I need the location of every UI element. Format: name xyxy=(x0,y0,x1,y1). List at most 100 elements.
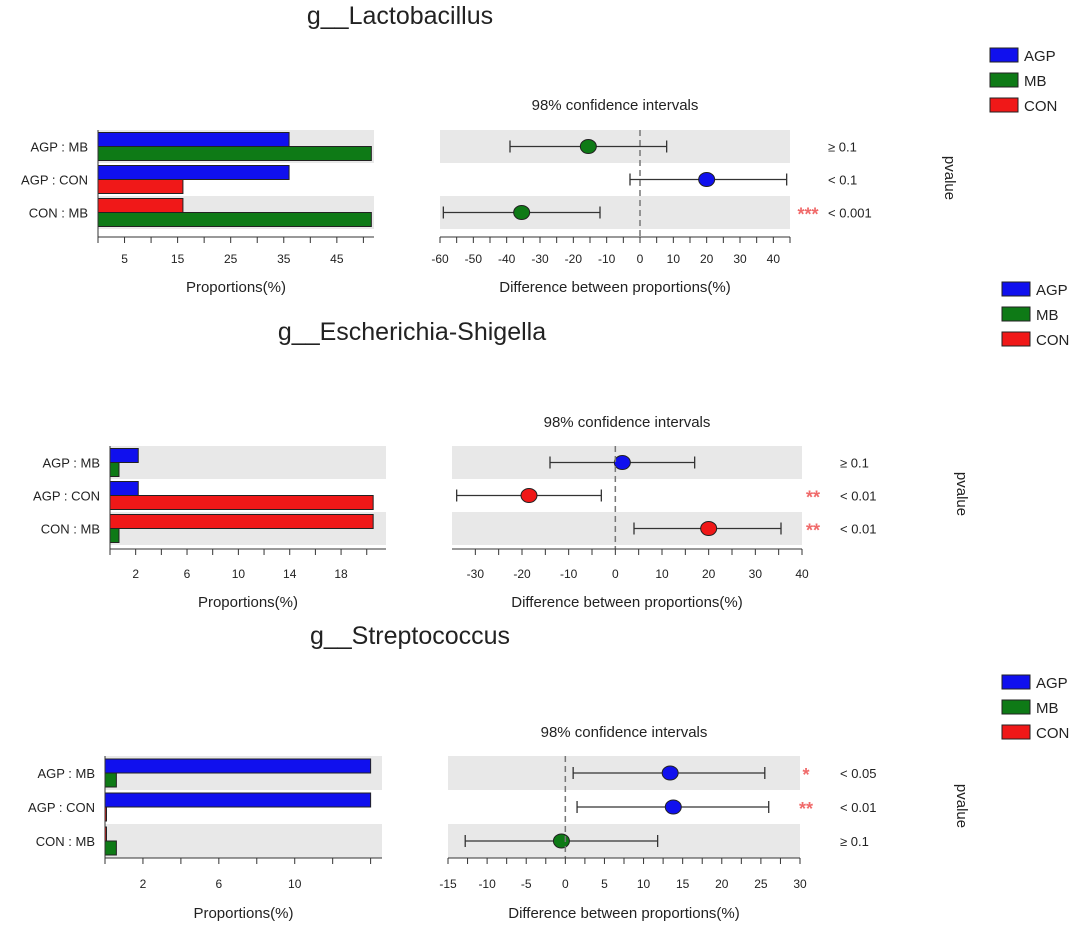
legend-label-mb: MB xyxy=(1036,700,1059,717)
bar-mb xyxy=(97,212,372,227)
legend-label-con: CON xyxy=(1024,98,1057,115)
ci-x-tick-label: -50 xyxy=(465,252,483,266)
significance-stars: ** xyxy=(799,799,813,819)
bar-agp xyxy=(109,448,139,463)
legend-swatch-con xyxy=(1001,724,1031,740)
comparison-label: CON : MB xyxy=(29,206,88,221)
ci-point xyxy=(520,488,538,503)
bar-con xyxy=(97,198,184,213)
bar-mb xyxy=(104,840,117,856)
ci-point xyxy=(613,455,631,470)
bar-x-tick-label: 45 xyxy=(330,252,344,266)
pvalue-text: ≥ 0.1 xyxy=(840,834,869,849)
ci-x-tick-label: 15 xyxy=(676,877,690,891)
chart-title: g__Escherichia-Shigella xyxy=(278,318,546,346)
chart-title: g__Lactobacillus xyxy=(307,2,493,30)
bar-x-tick-label: 15 xyxy=(171,252,185,266)
bar-x-tick-label: 2 xyxy=(140,877,147,891)
ci-x-tick-label: 30 xyxy=(749,567,763,581)
ci-point xyxy=(513,205,531,220)
bar-x-tick-label: 10 xyxy=(288,877,302,891)
significance-stars: *** xyxy=(797,205,818,225)
bar-row-band xyxy=(110,446,386,479)
bar-mb xyxy=(109,528,120,543)
ci-title: 98% confidence intervals xyxy=(544,414,711,431)
legend-swatch-mb xyxy=(989,72,1019,88)
ci-title: 98% confidence intervals xyxy=(541,724,708,741)
bar-x-axis-label: Proportions(%) xyxy=(186,279,286,296)
ci-x-tick-label: -10 xyxy=(598,252,616,266)
bar-x-tick-label: 6 xyxy=(184,567,191,581)
pvalue-text: < 0.01 xyxy=(840,800,877,815)
pvalue-text: < 0.05 xyxy=(840,766,877,781)
comparison-label: AGP : MB xyxy=(30,140,88,155)
bar-agp xyxy=(104,792,372,808)
ci-point xyxy=(700,521,718,536)
legend-swatch-mb xyxy=(1001,306,1031,322)
pvalue-text: < 0.1 xyxy=(828,173,857,188)
comparison-label: AGP : MB xyxy=(42,456,100,471)
significance-stars: ** xyxy=(806,521,820,541)
bar-x-tick-label: 18 xyxy=(334,567,348,581)
ci-x-tick-label: 20 xyxy=(702,567,716,581)
ci-x-tick-label: 30 xyxy=(733,252,747,266)
ci-x-tick-label: 0 xyxy=(637,252,644,266)
chart-title: g__Streptococcus xyxy=(310,622,510,650)
pvalue-text: < 0.01 xyxy=(840,489,877,504)
bar-mb xyxy=(109,462,120,477)
chart-panel-1: g__Lactobacillus AGP MB CON 98% confidence i… xyxy=(21,2,1057,296)
ci-x-tick-label: 30 xyxy=(793,877,807,891)
legend-label-agp: AGP xyxy=(1036,282,1068,299)
bar-x-tick-label: 5 xyxy=(121,252,128,266)
ci-point xyxy=(664,799,682,815)
significance-stars: * xyxy=(802,765,809,785)
comparison-label: AGP : MB xyxy=(37,766,95,781)
pvalue-axis-label: pvalue xyxy=(953,784,970,828)
legend-swatch-mb xyxy=(1001,699,1031,715)
ci-x-tick-label: -10 xyxy=(560,567,578,581)
ci-x-axis-label: Difference between proportions(%) xyxy=(508,905,740,922)
legend-label-mb: MB xyxy=(1024,73,1047,90)
bar-agp xyxy=(97,132,290,147)
legend-label-agp: AGP xyxy=(1024,48,1056,65)
ci-x-tick-label: 10 xyxy=(667,252,681,266)
legend-label-mb: MB xyxy=(1036,307,1059,324)
bar-con xyxy=(109,495,374,510)
pvalue-text: ≥ 0.1 xyxy=(840,456,869,471)
legend-label-agp: AGP xyxy=(1036,675,1068,692)
bar-x-tick-label: 10 xyxy=(232,567,246,581)
bar-x-tick-label: 6 xyxy=(215,877,222,891)
bar-agp xyxy=(109,481,139,496)
ci-x-axis-label: Difference between proportions(%) xyxy=(511,594,743,611)
pvalue-text: ≥ 0.1 xyxy=(828,140,857,155)
ci-point xyxy=(579,139,597,154)
bar-con xyxy=(97,179,184,194)
ci-point xyxy=(698,172,716,187)
ci-x-tick-label: -30 xyxy=(531,252,549,266)
significance-stars: ** xyxy=(806,488,820,508)
bar-mb xyxy=(97,146,372,161)
ci-point xyxy=(552,833,570,849)
bar-x-axis-label: Proportions(%) xyxy=(198,594,298,611)
ci-x-tick-label: -10 xyxy=(478,877,496,891)
ci-x-tick-label: 5 xyxy=(601,877,608,891)
ci-title: 98% confidence intervals xyxy=(532,97,699,114)
ci-x-tick-label: 20 xyxy=(715,877,729,891)
ci-x-tick-label: 40 xyxy=(767,252,781,266)
bar-x-tick-label: 25 xyxy=(224,252,238,266)
comparison-label: AGP : CON xyxy=(21,173,88,188)
ci-x-tick-label: -20 xyxy=(565,252,583,266)
legend-label-con: CON xyxy=(1036,332,1069,349)
pvalue-axis-label: pvalue xyxy=(953,472,970,516)
ci-x-tick-label: 25 xyxy=(754,877,768,891)
pvalue-axis-label: pvalue xyxy=(941,156,958,200)
legend-swatch-con xyxy=(1001,331,1031,347)
comparison-label: CON : MB xyxy=(36,834,95,849)
bar-x-tick-label: 35 xyxy=(277,252,291,266)
pvalue-text: < 0.01 xyxy=(840,522,877,537)
bar-con xyxy=(109,514,374,529)
ci-x-tick-label: -60 xyxy=(431,252,449,266)
ci-x-tick-label: -5 xyxy=(521,877,532,891)
ci-x-tick-label: 10 xyxy=(637,877,651,891)
chart-panel-3: g__Streptococcus AGP MB CON 98% confidence i… xyxy=(28,622,1069,922)
